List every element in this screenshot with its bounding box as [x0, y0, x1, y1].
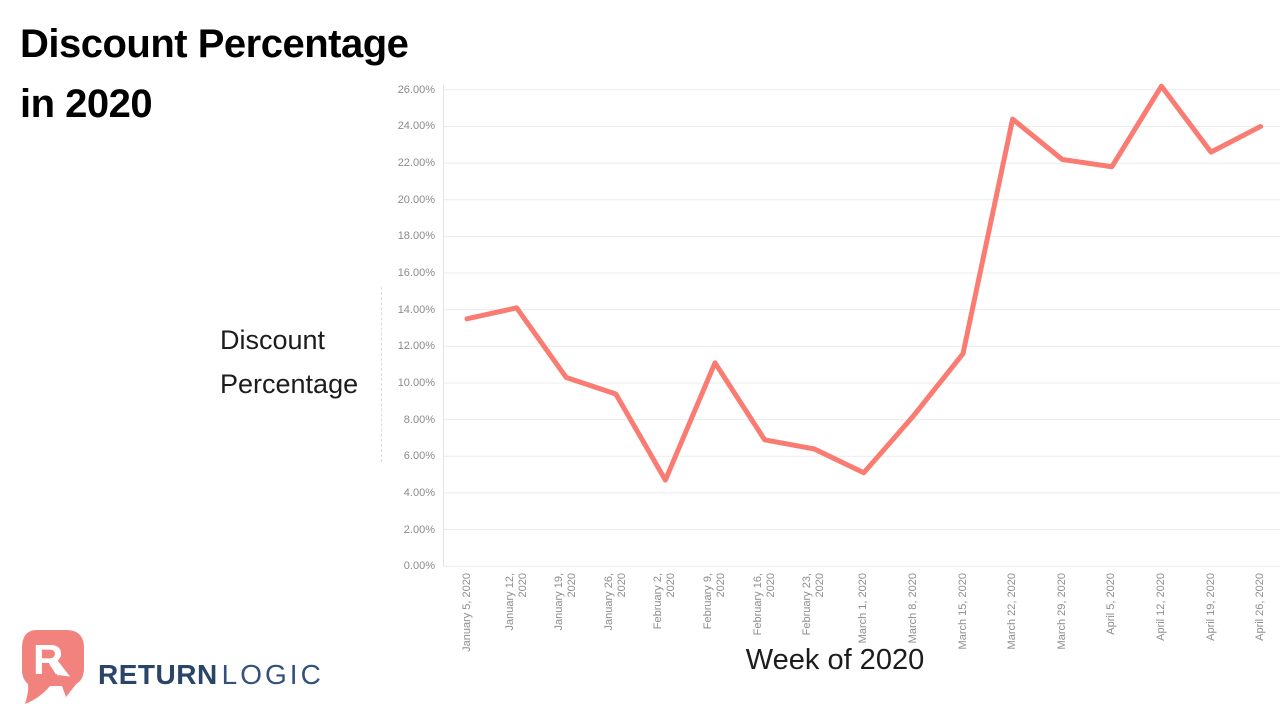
page-title: Discount Percentage in 2020 — [20, 14, 409, 134]
y-tick-label: 4.00% — [403, 486, 435, 499]
y-tick-label: 22.00% — [397, 157, 435, 170]
x-tick-label: January 26, 2020 — [602, 573, 628, 631]
y-tick-label: 6.00% — [403, 450, 435, 463]
y-tick-label: 18.00% — [397, 230, 435, 243]
discount-line-series — [464, 83, 1264, 483]
y-tick-label: 12.00% — [397, 340, 435, 353]
dotted-guide-line — [381, 287, 382, 462]
y-tick-label: 2.00% — [403, 523, 435, 536]
x-tick-label: January 5, 2020 — [460, 573, 473, 652]
x-tick-label: April 5, 2020 — [1105, 573, 1118, 635]
x-tick-label: March 29, 2020 — [1055, 573, 1068, 650]
logo-text-logic: LOGIC — [221, 659, 324, 690]
x-tick-label: April 12, 2020 — [1154, 573, 1167, 641]
x-tick-label: April 26, 2020 — [1254, 573, 1267, 641]
x-axis-title: Week of 2020 — [745, 644, 925, 676]
x-tick-label: January 12, 2020 — [503, 573, 529, 631]
y-tick-label: 16.00% — [397, 267, 435, 280]
x-tick-label: April 19, 2020 — [1204, 573, 1217, 641]
x-tick-label: February 2, 2020 — [652, 573, 678, 630]
x-tick-label: March 22, 2020 — [1006, 573, 1019, 650]
logo-text-return: RETURN — [98, 659, 218, 690]
line-chart-plot-area — [443, 83, 1280, 567]
y-tick-label: 20.00% — [397, 193, 435, 206]
x-tick-label: January 19, 2020 — [553, 573, 579, 631]
page-title-line-2: in 2020 — [20, 82, 153, 126]
returnlogic-r-arrow-icon: R — [22, 630, 84, 704]
y-axis-title: Discount Percentage — [220, 325, 359, 399]
y-tick-label: 24.00% — [397, 120, 435, 133]
y-tick-label: 10.00% — [397, 376, 435, 389]
y-tick-label: 0.00% — [403, 560, 435, 573]
page-title-line-1: Discount Percentage — [20, 22, 409, 66]
returnlogic-logo: R RETURN LOGIC — [20, 628, 324, 708]
logo-wordmark: RETURN LOGIC — [98, 659, 324, 691]
y-tick-label: 14.00% — [397, 303, 435, 316]
y-tick-label: 26.00% — [397, 83, 435, 96]
y-tick-label: 8.00% — [403, 413, 435, 426]
